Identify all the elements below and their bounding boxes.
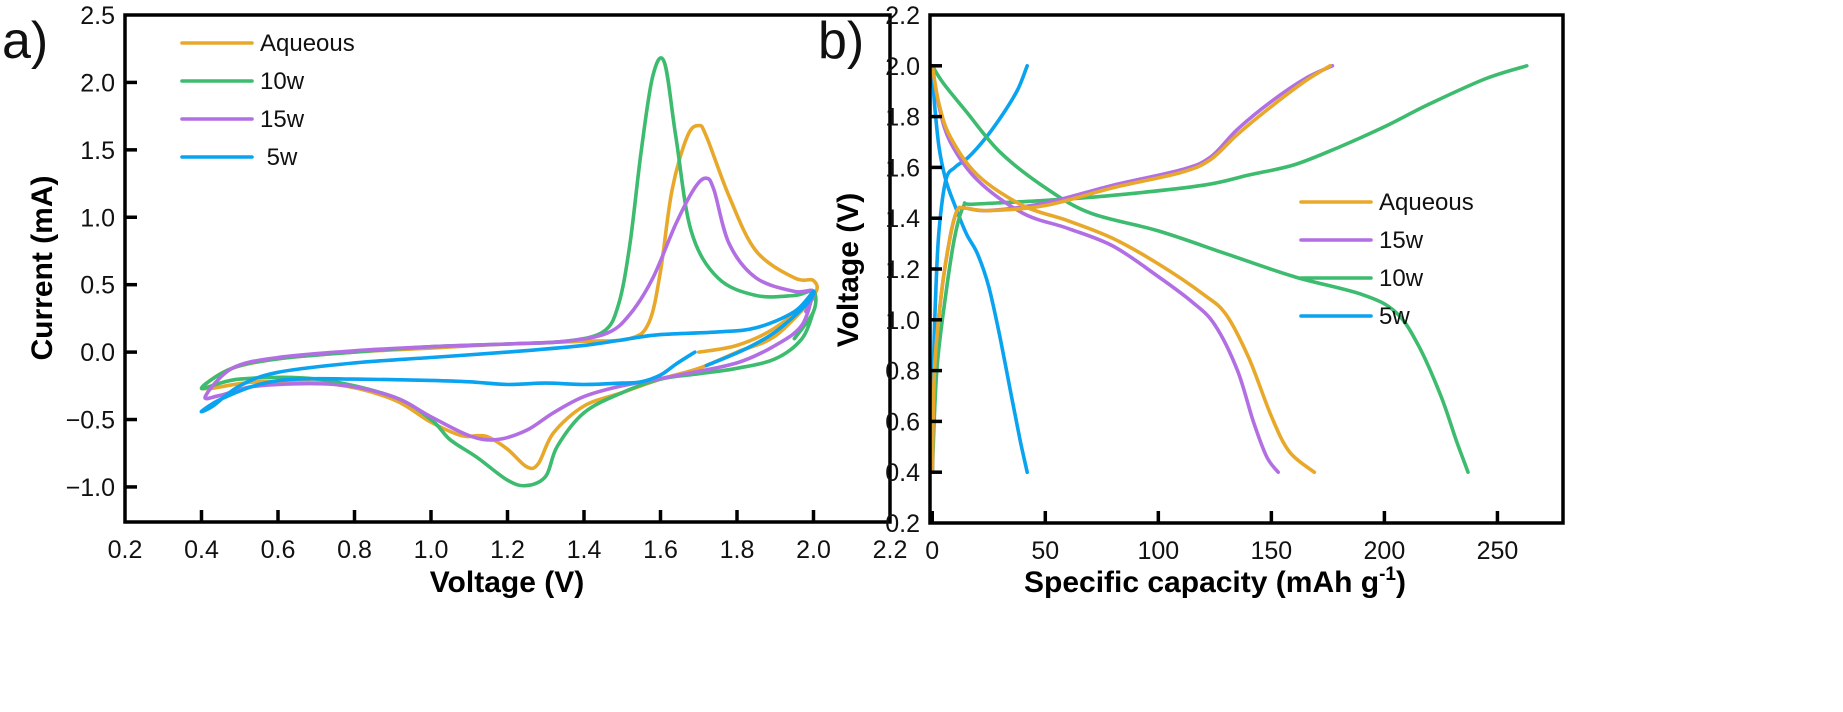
y-tick-label: 1.6: [885, 154, 920, 182]
panel-b-plot-frame: [928, 13, 1565, 525]
series-line-5w-discharge: [930, 64, 1029, 474]
y-tick-label: 1.5: [80, 137, 115, 165]
panel-b-y-axis-title: Voltage (V): [832, 193, 865, 347]
x-tick-label: 2.0: [796, 536, 831, 564]
y-tick-label: 1.4: [885, 205, 920, 233]
panel-a-label: a): [2, 12, 48, 70]
legend-label: 10w: [1379, 265, 1424, 292]
series-line-10w-charge: [930, 64, 1529, 474]
legend-label: Aqueous: [260, 30, 355, 57]
y-tick-label: 0.5: [80, 272, 115, 300]
y-tick-label: 1.0: [885, 307, 920, 335]
panel-b-label: b): [818, 12, 864, 70]
panel-b-series-group: [930, 64, 1529, 474]
y-tick-label: 2.5: [80, 2, 115, 30]
panel-a-x-axis: 0.2 0.4 0.6 0.8 1.0 1.2 1.4 1.6 1.8 2.0 2.2: [108, 510, 908, 564]
series-line-15w-discharge: [930, 64, 1280, 474]
x-tick-label: 0: [925, 537, 939, 565]
legend-label: 10w: [260, 68, 305, 95]
x-tick-label: 1.0: [414, 536, 449, 564]
y-tick-label: 1.2: [885, 256, 920, 284]
series-aqueous: [930, 64, 1332, 474]
series-line-aqueous: [200, 123, 819, 471]
legend-item-aqueous: Aqueous: [180, 30, 355, 57]
x-tick-label: 0.4: [184, 536, 219, 564]
series-line-5w-charge: [930, 64, 1029, 474]
legend-item-5w: 5w: [1299, 303, 1410, 330]
x-tick-label: 2.2: [873, 536, 908, 564]
x-tick-label: 1.6: [643, 536, 678, 564]
legend-label: 5w: [260, 144, 298, 171]
panel-a-legend: Aqueous 10w 15w 5w: [180, 30, 355, 171]
series-10w: [930, 64, 1529, 474]
y-tick-label: 1.8: [885, 104, 920, 132]
panel-b-x-axis-title-suffix: ): [1396, 566, 1406, 599]
panel-a-cv-chart: a) 0.2 0.4 0.6 0.8 1.0 1.2 1.4 1.6 1.8 2.0 2.2 −1.…: [2, 2, 907, 599]
panel-a-y-axis: −1.0 −0.5 0.0 0.5 1.0 1.5 2.0 2.5: [66, 2, 137, 502]
legend-label: 15w: [260, 106, 305, 133]
x-tick-label: 0.6: [261, 536, 296, 564]
series-line-5w: [199, 289, 816, 414]
x-tick-label: 100: [1137, 537, 1179, 565]
y-tick-label: 2.0: [80, 69, 115, 97]
x-tick-label: 1.4: [567, 536, 602, 564]
series-5w: [930, 64, 1029, 474]
x-tick-label: 1.8: [720, 536, 755, 564]
legend-item-15w: 15w: [180, 106, 305, 133]
legend-item-10w: 10w: [180, 68, 305, 95]
y-tick-label: 2.0: [885, 53, 920, 81]
legend-label: 5w: [1379, 303, 1410, 330]
panel-a-series-group: [199, 56, 819, 488]
y-tick-label: 1.0: [80, 204, 115, 232]
series-line-aqueous-discharge: [930, 64, 1317, 474]
x-tick-label: 150: [1251, 537, 1293, 565]
legend-item-aqueous: Aqueous: [1299, 189, 1474, 216]
legend-label: Aqueous: [1379, 189, 1474, 216]
y-tick-label: 0.8: [885, 358, 920, 386]
panel-b-legend: Aqueous 15w 10w 5w: [1299, 189, 1474, 330]
y-tick-label: 0.4: [885, 459, 920, 487]
series-line-15w: [203, 176, 816, 442]
x-tick-label: 200: [1364, 537, 1406, 565]
panel-b-x-axis-title: Specific capacity (mAh g-1): [1024, 564, 1406, 599]
panel-b-gcd-chart: b) 0 50 100 150 200 250 0.2 0.4 0.6 0.8 1.0 1.2 1.4…: [818, 2, 1565, 599]
legend-item-5w: 5w: [180, 144, 298, 171]
x-tick-label: 0.8: [337, 536, 372, 564]
x-tick-label: 0.2: [108, 536, 143, 564]
panel-b-x-axis-title-main: Specific capacity (mAh g: [1024, 566, 1379, 599]
x-tick-label: 1.2: [490, 536, 525, 564]
series-line-aqueous-charge: [930, 64, 1332, 474]
x-tick-label: 50: [1031, 537, 1059, 565]
legend-label: 15w: [1379, 227, 1424, 254]
series-line-10w-discharge: [930, 64, 1470, 474]
panel-a-y-axis-title: Current (mA): [26, 176, 59, 361]
panel-b-x-axis: 0 50 100 150 200 250: [925, 511, 1518, 565]
y-tick-label: 0.2: [885, 510, 920, 538]
y-tick-label: 0.0: [80, 339, 115, 367]
legend-item-15w: 15w: [1299, 227, 1424, 254]
legend-item-10w: 10w: [1299, 265, 1424, 292]
y-tick-label: −1.0: [66, 474, 115, 502]
y-tick-label: −0.5: [66, 407, 115, 435]
panel-b-x-axis-title-sup: -1: [1379, 564, 1396, 585]
x-tick-label: 250: [1477, 537, 1519, 565]
y-tick-label: 0.6: [885, 408, 920, 436]
panel-a-x-axis-title: Voltage (V): [430, 566, 584, 599]
panel-b-y-axis: 0.2 0.4 0.6 0.8 1.0 1.2 1.4 1.6 1.8 2.0 2.2: [885, 2, 942, 538]
y-tick-label: 2.2: [885, 2, 920, 30]
